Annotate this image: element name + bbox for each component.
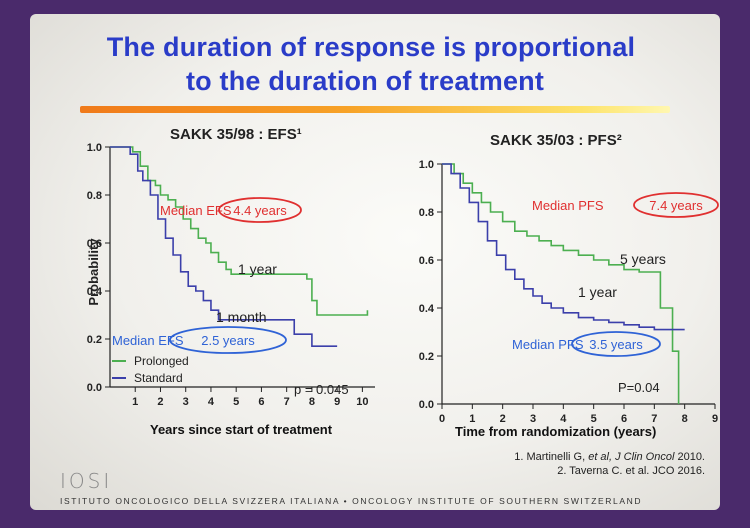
median-value-bottom: 3.5 years: [589, 337, 643, 352]
x-tick-label: 3: [183, 396, 189, 408]
pfs-chart: 0.0 0.2 0.4 0.6 0.8 1.0 0 1 2 3 4 5 6 7 8 9 Median PFS 7…: [419, 159, 719, 425]
x-tick-label: 10: [356, 396, 368, 408]
x-tick-label: 1: [469, 413, 475, 425]
y-axis-label: Probability: [86, 238, 101, 306]
institute-footer: ISTITUTO ONCOLOGICO DELLA SVIZZERA ITALI…: [60, 496, 643, 506]
x-tick-label: 7: [284, 396, 290, 408]
x-tick-label: 6: [621, 413, 627, 425]
legend-label: Prolonged: [134, 354, 189, 368]
median-label-top: Median EFS: [160, 203, 232, 218]
curve-label-green: 1 year: [238, 261, 277, 277]
x-tick-label: 6: [258, 396, 264, 408]
slide-title-line2: to the duration of treatment: [185, 66, 545, 96]
series-line-prolonged: [110, 146, 369, 316]
x-tick-label: 5: [233, 396, 239, 408]
slide-title-line1: The duration of response is proportional: [106, 32, 636, 62]
series-line-5-years: [442, 163, 680, 404]
right-chart-title: SAKK 35/03 : PFS²: [490, 132, 622, 149]
median-value-bottom: 2.5 years: [201, 333, 255, 348]
iosi-logo: IOSI: [60, 469, 113, 493]
median-value-top: 4.4 years: [233, 203, 287, 218]
y-tick-label: 0.0: [87, 382, 102, 394]
y-tick-label: 0.8: [87, 190, 102, 202]
y-tick-label: 0.2: [87, 334, 102, 346]
x-tick-label: 3: [530, 413, 536, 425]
x-tick-label: 4: [208, 396, 215, 408]
x-tick-label: 2: [157, 396, 163, 408]
median-oval-top: [633, 192, 719, 218]
y-tick-label: 0.0: [419, 399, 434, 411]
p-value: p = 0.045: [294, 382, 349, 397]
curve-label-green: 5 years: [620, 251, 666, 267]
y-tick-label: 0.4: [419, 303, 435, 315]
y-tick-label: 0.6: [419, 255, 434, 267]
left-x-axis-label: Years since start of treatment: [150, 422, 333, 437]
reference-2: 2. Taverna C. et al. JCO 2016.: [557, 465, 705, 477]
right-x-axis-label: Time from randomization (years): [455, 424, 657, 439]
efs-chart: 0.0 0.2 0.4 0.6 0.8 1.0 1 2 3 4 5 6 7 8 9 10 Probability…: [86, 142, 375, 408]
references: 1. Martinelli G, et al, J Clin Oncol 201…: [485, 450, 705, 478]
left-chart-title: SAKK 35/98 : EFS¹: [170, 126, 302, 143]
y-tick-label: 1.0: [87, 142, 102, 154]
x-tick-label: 9: [712, 413, 718, 425]
legend-label: Standard: [134, 371, 183, 385]
y-tick-label: 1.0: [419, 159, 434, 171]
p-value: P=0.04: [618, 380, 660, 395]
title-underline-bar: [80, 106, 670, 113]
x-tick-label: 2: [500, 413, 506, 425]
y-tick-label: 0.6: [87, 238, 102, 250]
median-label-top: Median PFS: [532, 198, 604, 213]
median-oval-top: [218, 197, 302, 223]
median-label-bottom: Median PFS: [512, 337, 584, 352]
curve-label-blue: 1 year: [578, 284, 617, 300]
x-tick-label: 7: [651, 413, 657, 425]
x-tick-label: 5: [591, 413, 597, 425]
median-label-bottom: Median EFS: [112, 333, 184, 348]
curve-label-blue: 1 month: [216, 309, 267, 325]
slide: The duration of response is proportional…: [30, 14, 720, 510]
y-tick-label: 0.8: [419, 207, 434, 219]
median-oval-bottom: [571, 331, 661, 357]
x-tick-label: 1: [132, 396, 138, 408]
y-tick-label: 0.2: [419, 351, 434, 363]
x-tick-label: 9: [334, 396, 340, 408]
x-tick-label: 8: [309, 396, 315, 408]
median-value-top: 7.4 years: [649, 198, 703, 213]
series-line-standard: [110, 146, 338, 347]
x-tick-label: 4: [560, 413, 567, 425]
y-tick-label: 0.4: [87, 286, 103, 298]
reference-1: 1. Martinelli G, et al, J Clin Oncol 201…: [514, 451, 705, 463]
series-line-1-year: [442, 163, 685, 331]
median-oval-bottom: [169, 326, 287, 354]
x-tick-label: 0: [439, 413, 445, 425]
x-tick-label: 8: [682, 413, 688, 425]
